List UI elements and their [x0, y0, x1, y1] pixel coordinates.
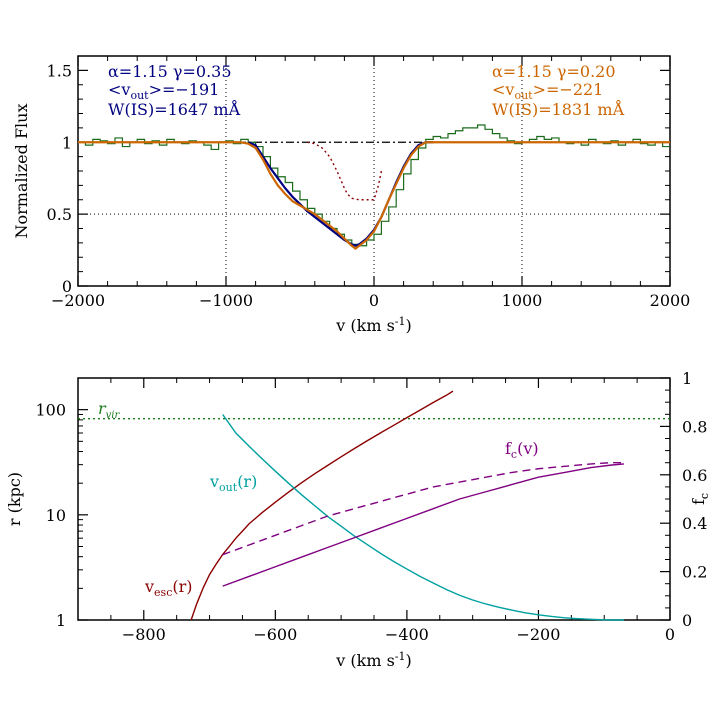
velocity-series-v-esc-r-	[190, 390, 454, 621]
flux-ytick-label-0: 0	[62, 277, 72, 296]
annotation-left-line2: <vout>=−191	[108, 80, 219, 102]
flux-xtick-label-4: 2000	[650, 291, 691, 310]
velocity-series-v-out-r-	[222, 414, 624, 621]
annotation-left: α=1.15 γ=0.35 <vout>=−191 W(IS)=1647 mÅ	[108, 62, 241, 119]
fc-ytick-label-3: 0.6	[682, 466, 707, 485]
velocity-xlabel: v (km s-1)	[335, 650, 412, 670]
fc-ytick-label-4: 0.8	[682, 417, 707, 436]
flux-xtick-label-0: −2000	[51, 291, 105, 310]
fc-ytick-label-5: 1	[682, 369, 692, 388]
fc-label: fc(v)	[505, 439, 539, 461]
flux-series-model-gamma-0-20	[78, 141, 670, 251]
flux-ticks: −2000 −1000 0 1000 2000 0 0.5 1 1.5	[47, 56, 691, 310]
annotation-left-line1: α=1.15 γ=0.35	[108, 62, 232, 81]
radius-ytick-label-0: 1	[56, 611, 66, 630]
velocity-xtick-label-4: 0	[665, 625, 675, 644]
rvir-label: rvir	[98, 399, 121, 421]
annotation-right-line2: <vout>=−221	[492, 80, 603, 102]
vout-label: vout(r)	[209, 472, 257, 494]
vesc-label: vesc(r)	[144, 577, 193, 599]
annotation-right: α=1.15 γ=0.20 <vout>=−221 W(IS)=1831 mÅ	[492, 62, 625, 119]
velocity-panel: −800 −600 −400 −200 0 1 10 100 0 0.2 0.4 0.6 0.8 1 r …	[5, 369, 708, 670]
velocity-xtick-label-1: −600	[253, 625, 297, 644]
annotation-right-line1: α=1.15 γ=0.20	[492, 62, 616, 81]
velocity-ticks: −800 −600 −400 −200 0 1 10 100 0 0.2 0.4 0.6 0.8 1	[35, 369, 707, 644]
flux-xtick-label-1: −1000	[199, 291, 253, 310]
annotation-right-line3: W(IS)=1831 mÅ	[492, 99, 625, 119]
velocity-xtick-label-0: −800	[122, 625, 166, 644]
radius-ytick-label-1: 10	[46, 506, 66, 525]
annotation-left-line3: W(IS)=1647 mÅ	[108, 99, 241, 119]
velocity-series-f-c-solid	[222, 463, 625, 587]
fc-ytick-label-1: 0.2	[682, 563, 707, 582]
velocity-series	[78, 390, 670, 621]
flux-xlabel: v (km s-1)	[335, 315, 412, 335]
flux-ylabel: Normalized Flux	[12, 104, 31, 239]
flux-series-model-gamma-0-35	[247, 141, 434, 247]
fc-ytick-label-0: 0	[682, 611, 692, 630]
radius-ytick-label-2: 100	[35, 401, 66, 420]
velocity-xtick-label-3: −200	[516, 625, 560, 644]
fc-ytick-label-2: 0.4	[682, 514, 707, 533]
velocity-xtick-label-2: −400	[385, 625, 429, 644]
velocity-series-f-c-dashed	[222, 462, 624, 556]
flux-series-dotted-model	[307, 141, 383, 201]
velocity-plot-frame	[77, 377, 671, 621]
flux-xtick-label-2: 0	[369, 291, 379, 310]
flux-xtick-label-3: 1000	[502, 291, 543, 310]
radius-ylabel: r (kpc)	[5, 472, 24, 526]
flux-ytick-label-1: 0.5	[47, 205, 72, 224]
flux-panel: −2000 −1000 0 1000 2000 0 0.5 1 1.5 Normalized F…	[12, 55, 691, 335]
flux-ytick-label-3: 1.5	[47, 61, 72, 80]
flux-series	[78, 124, 670, 251]
covering-fraction-ylabel: fc	[689, 493, 708, 505]
flux-ytick-label-2: 1	[62, 133, 72, 152]
